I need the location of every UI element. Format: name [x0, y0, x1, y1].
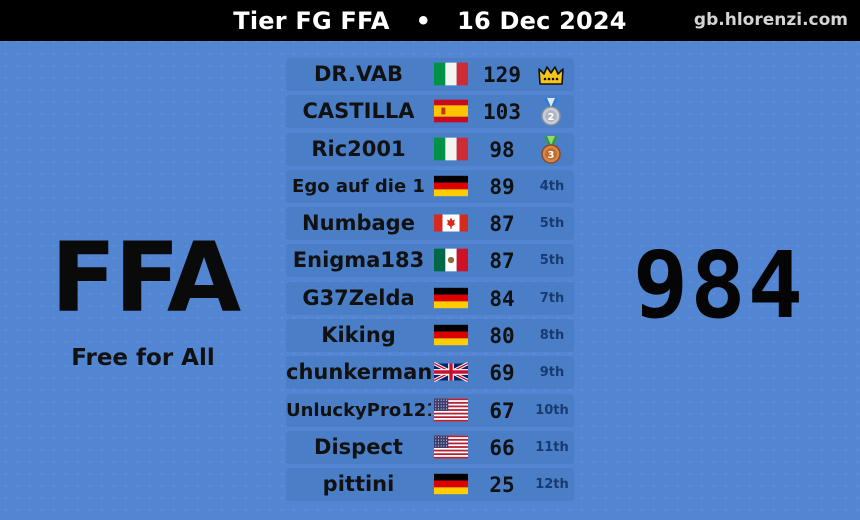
player-row: Numbage 87 5th: [286, 207, 574, 241]
player-score: 84: [489, 286, 515, 311]
player-name: Ego auf die 1: [292, 175, 425, 197]
leaderboard: DR.VAB 129 CASTILLA 103 2 Ric2001 98 3 Ego auf d…: [286, 58, 574, 506]
player-name: Ric2001: [311, 136, 406, 161]
italy-flag: [434, 137, 468, 161]
uk-flag: [434, 360, 468, 384]
mode-short: FFA: [50, 222, 241, 334]
tier-title: Tier FG FFA: [233, 7, 390, 35]
site-link[interactable]: gb.hlorenzi.com: [693, 10, 848, 30]
usa-flag: [434, 435, 468, 459]
separator-dot: •: [415, 7, 432, 35]
player-score: 66: [489, 435, 515, 460]
player-row: Enigma183 87 5th: [286, 244, 574, 278]
player-rank: 5th: [539, 216, 565, 232]
svg-text:2: 2: [548, 112, 555, 123]
player-rank: 5th: [539, 253, 565, 269]
spain-flag: [434, 99, 468, 123]
player-score: 103: [483, 100, 521, 125]
player-row: CASTILLA 103 2: [286, 95, 574, 129]
canada-flag: [434, 211, 468, 235]
player-rank: 11th: [535, 439, 569, 455]
player-name: UnluckyPro121: [286, 399, 431, 421]
bronze-medal-icon: 3: [536, 135, 566, 165]
player-rank: 8th: [539, 328, 565, 344]
player-row: Dispect 66 11th: [286, 430, 574, 464]
player-row: Ric2001 98 3: [286, 132, 574, 166]
top-bar: Tier FG FFA • 16 Dec 2024 gb.hlorenzi.com: [0, 0, 860, 41]
player-name: CASTILLA: [302, 99, 415, 124]
player-name: chunkerman: [286, 360, 431, 385]
date: 16 Dec 2024: [457, 7, 627, 35]
mode-full: Free for All: [71, 345, 215, 371]
player-name: Kiking: [321, 323, 396, 348]
player-score: 25: [489, 473, 515, 498]
player-score: 98: [489, 137, 515, 162]
germany-flag: [434, 174, 468, 198]
player-score: 89: [489, 174, 515, 199]
player-rank: 9th: [539, 365, 565, 381]
germany-flag: [434, 323, 468, 347]
player-name: DR.VAB: [313, 62, 404, 86]
crown-icon: [536, 60, 566, 90]
germany-flag: [434, 472, 468, 496]
player-row: UnluckyPro121 67 10th: [286, 393, 574, 427]
player-score: 129: [483, 63, 521, 87]
player-name: Numbage: [302, 211, 415, 236]
player-score: 69: [489, 361, 515, 386]
svg-text:3: 3: [548, 150, 555, 161]
player-row: G37Zelda 84 7th: [286, 281, 574, 315]
player-rank: 12th: [535, 477, 569, 493]
player-rank: 7th: [539, 290, 565, 306]
header-title: Tier FG FFA • 16 Dec 2024: [0, 0, 860, 41]
italy-flag: [434, 62, 468, 86]
mexico-flag: [434, 248, 468, 272]
player-row: pittini 25 12th: [286, 468, 574, 502]
player-name: Enigma183: [292, 248, 425, 273]
player-row: Kiking 80 8th: [286, 319, 574, 353]
player-row: Ego auf die 1 89 4th: [286, 169, 574, 203]
player-score: 87: [489, 249, 515, 274]
player-score: 87: [489, 212, 515, 237]
player-score: 80: [489, 324, 515, 349]
player-score: 67: [489, 398, 515, 423]
germany-flag: [434, 286, 468, 310]
usa-flag: [434, 398, 468, 422]
player-name: Dispect: [314, 434, 403, 459]
silver-medal-icon: 2: [536, 97, 566, 127]
total-score: 984: [632, 232, 806, 339]
player-rank: 10th: [535, 402, 569, 418]
player-name: G37Zelda: [302, 285, 415, 310]
player-name: pittini: [322, 472, 395, 497]
player-row: chunkerman 69 9th: [286, 356, 574, 390]
player-rank: 4th: [539, 178, 565, 194]
player-row: DR.VAB 129: [286, 58, 574, 91]
